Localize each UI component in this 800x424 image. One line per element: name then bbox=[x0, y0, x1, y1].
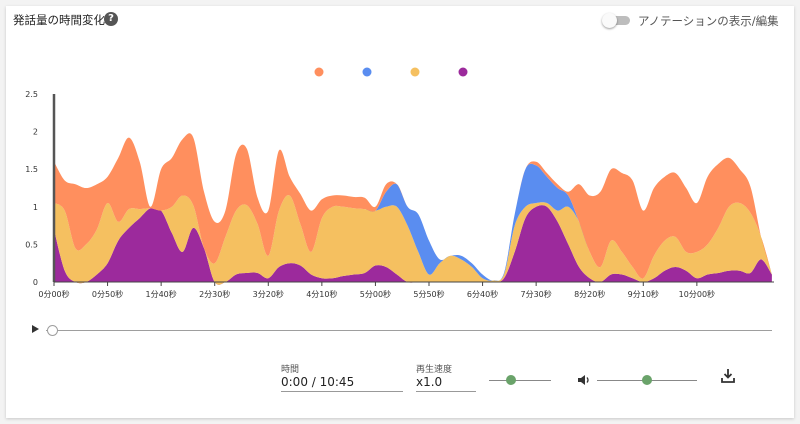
legend-swatch[interactable] bbox=[314, 67, 324, 77]
y-tick-label: 2 bbox=[33, 128, 38, 137]
y-tick-label: 0 bbox=[33, 278, 38, 287]
help-icon[interactable]: ? bbox=[104, 12, 118, 26]
x-tick-label: 2分30秒 bbox=[199, 289, 230, 299]
chart-title: 発話量の時間変化 bbox=[13, 13, 105, 27]
series-area bbox=[54, 163, 772, 281]
volume-icon[interactable] bbox=[577, 374, 591, 386]
legend-swatch[interactable] bbox=[362, 67, 372, 77]
x-tick-label: 4分10秒 bbox=[306, 289, 337, 299]
play-icon[interactable] bbox=[32, 325, 39, 333]
timeline-handle[interactable] bbox=[47, 325, 58, 336]
y-tick-label: 2.5 bbox=[25, 90, 38, 99]
x-tick-label: 3分20秒 bbox=[253, 289, 284, 299]
toggle-knob[interactable] bbox=[602, 13, 617, 28]
x-tick-label: 1分40秒 bbox=[146, 289, 177, 299]
speed-slider[interactable] bbox=[489, 380, 551, 381]
y-tick-label: 1 bbox=[33, 203, 38, 212]
speed-slider-handle[interactable] bbox=[505, 375, 516, 385]
annotation-toggle-label: アノテーションの表示/編集 bbox=[638, 14, 779, 28]
annotation-toggle[interactable] bbox=[602, 13, 632, 28]
speed-label: 再生速度 bbox=[416, 365, 453, 375]
y-tick-label: 0.5 bbox=[25, 240, 38, 249]
time-field[interactable]: 0:00 / 10:45 bbox=[281, 375, 403, 392]
series-area bbox=[54, 205, 772, 285]
legend-swatch[interactable] bbox=[458, 67, 468, 77]
legend-swatch[interactable] bbox=[410, 67, 420, 77]
x-tick-label: 10分00秒 bbox=[679, 289, 715, 299]
time-label: 時間 bbox=[281, 365, 300, 375]
x-tick-label: 0分50秒 bbox=[92, 289, 123, 299]
x-tick-label: 5分50秒 bbox=[413, 289, 444, 299]
timeline-track[interactable] bbox=[46, 330, 772, 331]
y-tick-label: 1.5 bbox=[25, 165, 38, 174]
x-tick-label: 8分20秒 bbox=[574, 289, 605, 299]
x-tick-label: 0分00秒 bbox=[38, 289, 69, 299]
series-area bbox=[54, 195, 772, 285]
download-icon[interactable] bbox=[720, 368, 736, 384]
x-tick-label: 7分30秒 bbox=[521, 289, 552, 299]
x-tick-label: 6分40秒 bbox=[467, 289, 498, 299]
speech-volume-chart: 0 0.5 1 1.5 2 2.5 0分00秒 0分50秒 1分40秒 2分30秒 3分20秒 4分1… bbox=[25, 67, 774, 299]
speed-field[interactable]: x1.0 bbox=[416, 375, 476, 392]
x-tick-label: 9分10秒 bbox=[628, 289, 659, 299]
volume-slider-handle[interactable] bbox=[642, 375, 652, 385]
x-tick-label: 5分00秒 bbox=[360, 289, 391, 299]
series-area bbox=[54, 133, 772, 281]
toggle-track bbox=[604, 16, 630, 25]
